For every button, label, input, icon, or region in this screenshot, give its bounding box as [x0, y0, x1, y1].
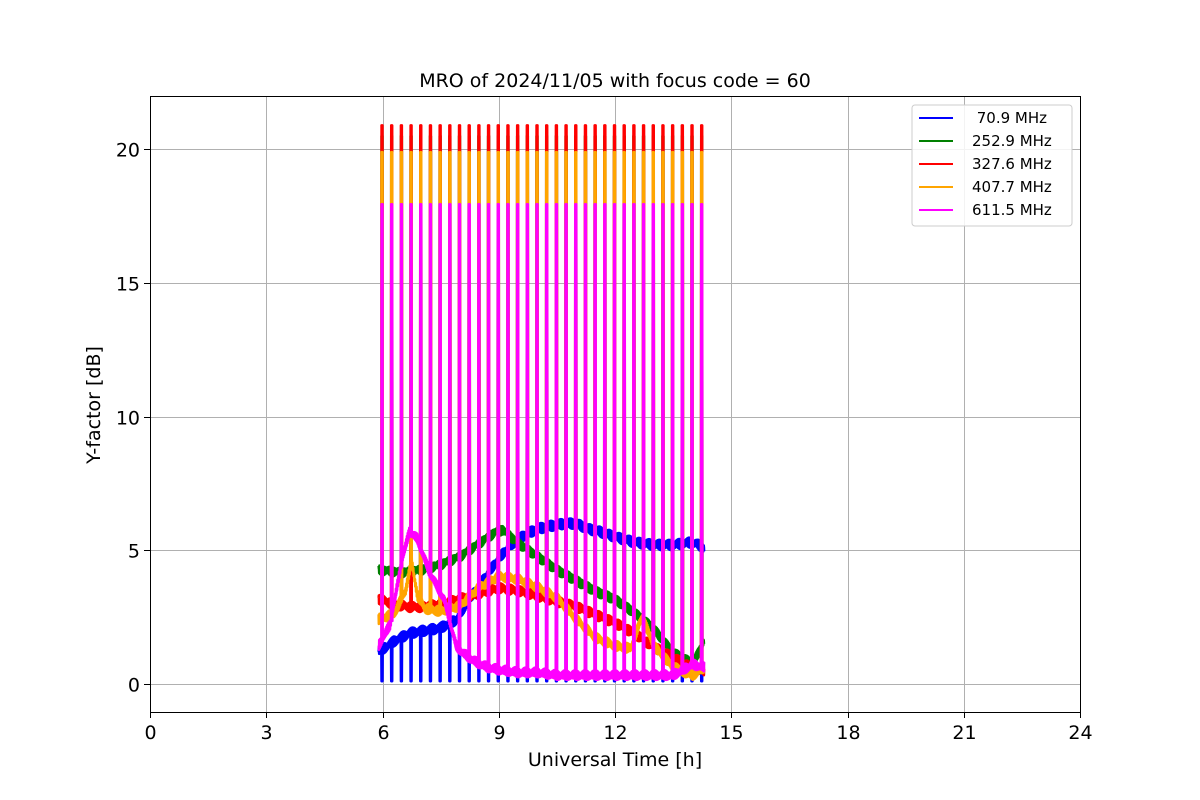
x-tick-label: 3 — [260, 722, 272, 744]
series-4 — [377, 202, 706, 682]
y-tick-label: 10 — [116, 408, 140, 430]
legend-item: 611.5 MHz — [919, 201, 1052, 219]
legend-item: 407.7 MHz — [919, 178, 1052, 196]
legend-label: 327.6 MHz — [972, 155, 1052, 173]
ticks: 0 3 6 9 12 15 18 21 24 0 5 10 15 20 — [116, 140, 1093, 745]
y-tick-label: 20 — [116, 140, 140, 162]
legend-label: 252.9 MHz — [972, 132, 1052, 150]
x-tick-label: 15 — [719, 722, 743, 744]
y-tick-label: 15 — [116, 274, 140, 296]
legend-item: 252.9 MHz — [919, 132, 1052, 150]
series-1 — [377, 134, 706, 668]
series-line — [377, 150, 706, 682]
series-line — [377, 134, 706, 668]
y-tick-label: 0 — [128, 675, 140, 697]
x-tick-label: 0 — [144, 722, 156, 744]
x-tick-label: 9 — [493, 722, 505, 744]
x-tick-label: 24 — [1068, 722, 1092, 744]
series-line — [377, 202, 706, 682]
x-tick-label: 6 — [377, 722, 389, 744]
legend: 70.9 MHz 252.9 MHz 327.6 MHz 407.7 MHz 611.5… — [911, 104, 1073, 227]
series-line — [377, 517, 706, 683]
chart-title: MRO of 2024/11/05 with focus code = 60 — [419, 70, 811, 92]
legend-label: 70.9 MHz — [972, 109, 1047, 127]
legend-box — [911, 104, 1073, 227]
x-axis-label: Universal Time [h] — [528, 749, 702, 771]
legend-label: 611.5 MHz — [972, 201, 1052, 219]
series-0 — [377, 517, 706, 683]
x-tick-label: 12 — [603, 722, 627, 744]
y-axis-label: Y-factor [dB] — [83, 346, 105, 465]
legend-item: 327.6 MHz — [919, 155, 1052, 173]
y-tick-label: 5 — [128, 541, 140, 563]
x-tick-label: 21 — [952, 722, 976, 744]
legend-label: 407.7 MHz — [972, 178, 1052, 196]
series-layer — [377, 124, 706, 683]
x-tick-label: 18 — [836, 722, 860, 744]
legend-item: 70.9 MHz — [919, 109, 1047, 127]
series-3 — [377, 150, 706, 682]
